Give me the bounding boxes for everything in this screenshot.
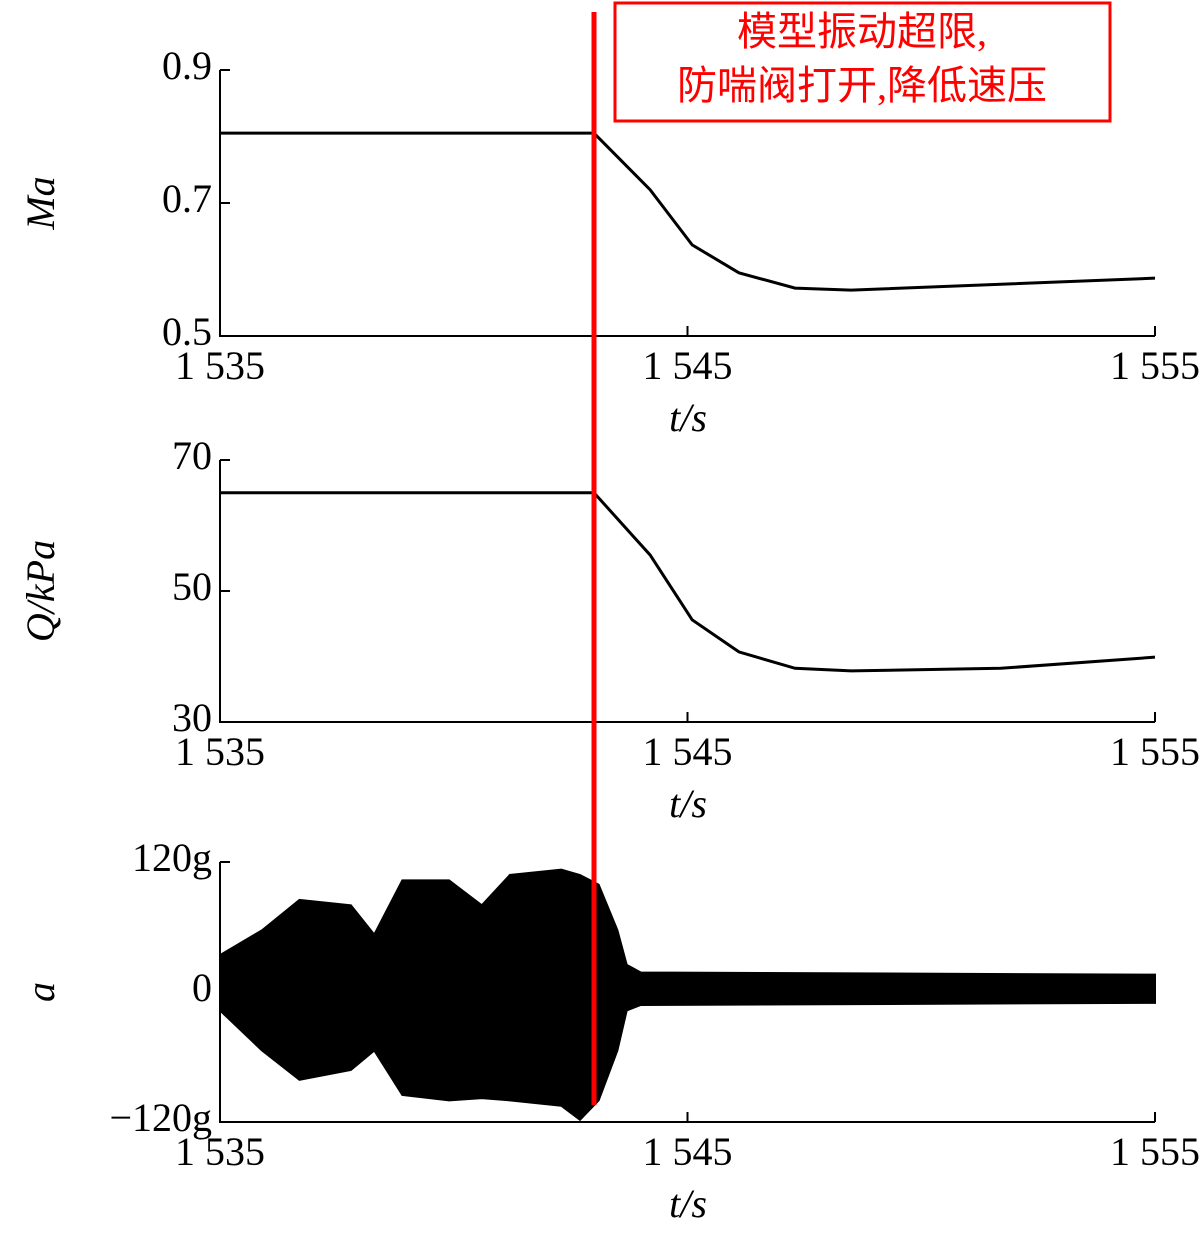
annotation-text: 防喘阀打开,降低速压 [677,63,1047,108]
data-line [220,491,1156,673]
y-tick-label: −120g [109,1095,212,1140]
x-tick-label: 1 545 [643,729,733,774]
y-axis-label: a [18,982,63,1002]
annotation-box [613,1,1112,123]
x-axis-label: t/s [669,1181,707,1226]
y-tick-label: 50 [172,564,212,609]
panel: 30 50 70 1 535 1 545 1 555 t/s Q/kPa [18,433,1200,826]
y-tick-label: 70 [172,433,212,478]
x-tick-label: 1 535 [175,729,265,774]
signal-envelope [219,868,1156,1122]
panel: 0.5 0.7 0.9 1 535 1 545 1 555 t/s Ma [18,43,1200,440]
panel: −120g 0 120g 1 535 1 545 1 555 t/s a [18,835,1200,1226]
x-tick-label: 1 545 [643,343,733,388]
y-tick-label: 0.5 [162,309,212,354]
x-tick-label: 1 555 [1110,729,1200,774]
data-line [220,131,1156,292]
annotation-text: 模型振动超限, [737,9,987,54]
x-tick-label: 1 535 [175,1129,265,1174]
y-tick-label: 0.7 [162,176,212,221]
x-tick-label: 1 535 [175,343,265,388]
y-tick-label: 120g [132,835,212,880]
x-tick-label: 1 545 [643,1129,733,1174]
y-tick-label: 0.9 [162,43,212,88]
x-tick-label: 1 555 [1110,1129,1200,1174]
y-axis-label: Q/kPa [18,540,63,642]
axes [219,460,1155,723]
y-tick-label: 30 [172,695,212,740]
y-tick-label: 0 [192,965,212,1010]
y-axis-label: Ma [18,176,63,230]
x-axis-label: t/s [669,781,707,826]
x-tick-label: 1 555 [1110,343,1200,388]
x-axis-label: t/s [669,395,707,440]
